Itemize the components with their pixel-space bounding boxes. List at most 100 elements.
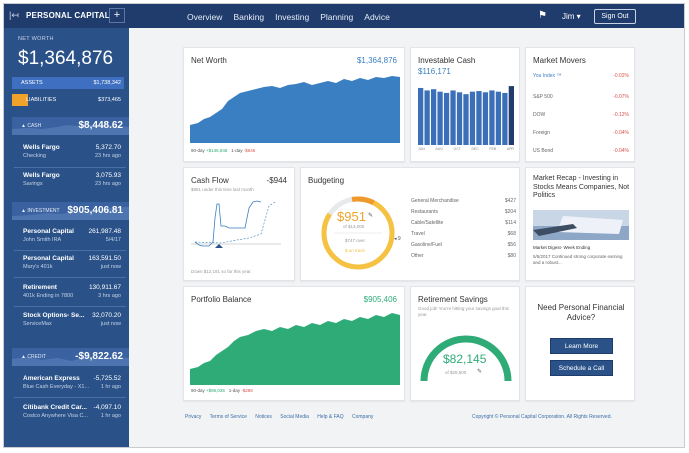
retirement-amount: $82,145	[443, 352, 487, 366]
budget-category-row[interactable]: Restaurants $204	[411, 209, 516, 215]
account-name: Citibank Credit Car...	[23, 404, 87, 411]
account-sub: Blue Cash Everyday - X1...	[23, 384, 90, 390]
cash-bar	[418, 87, 424, 145]
add-account-button[interactable]: +	[109, 8, 125, 23]
footer-link-social[interactable]: Social Media	[280, 414, 309, 420]
flag-icon[interactable]: ⚑	[538, 10, 547, 21]
budget-amount: $951	[337, 209, 366, 224]
credit-label: ▲ CREDIT	[21, 354, 46, 360]
footer-link-notices[interactable]: Notices	[255, 414, 272, 420]
account-sub: 401k Ending in 7800	[23, 293, 74, 299]
cash-bar	[495, 91, 502, 145]
account-sub: ServiceMax	[23, 321, 52, 327]
cash-bar	[430, 89, 437, 145]
copyright: Copyright © Personal Capital Corporation…	[472, 414, 612, 420]
budget-category-row[interactable]: General Merchandise $427	[411, 198, 516, 204]
market-recap-card[interactable]: Market Recap - Investing in Stocks Means…	[525, 167, 635, 281]
account-value: 163,591.50	[88, 255, 121, 262]
card-title: Portfolio Balance	[191, 295, 252, 304]
nav-planning[interactable]: Planning	[320, 12, 354, 22]
account-row[interactable]: Citibank Credit Car... Costco Anywhere V…	[23, 404, 125, 428]
investable-cash-card[interactable]: Investable Cash $116,171 JUN AUG OCT DEC FEB…	[410, 47, 520, 162]
brand-logo[interactable]: PERSONAL CAPITAL	[26, 11, 110, 20]
cash-bar	[424, 90, 430, 145]
account-value: -4,097.10	[93, 404, 121, 411]
account-time: 5/4/17	[105, 237, 121, 243]
collapse-sidebar-icon[interactable]: |↤	[9, 10, 19, 20]
footer-link-help[interactable]: Help & FAQ	[317, 414, 344, 420]
account-row[interactable]: Wells Fargo Checking 5,372.70 23 hrs ago	[23, 144, 125, 168]
card-title: Budgeting	[308, 176, 345, 185]
account-row[interactable]: Stock Options- Se... ServiceMax 32,070.2…	[23, 312, 125, 336]
divider	[14, 397, 126, 398]
investment-total: $905,406.81	[67, 205, 123, 216]
cash-bar	[502, 92, 508, 145]
cash-flow-card[interactable]: Cash Flow -$944 $881 under this time las…	[183, 167, 295, 281]
assets-bar[interactable]: ASSETS $1,738,342	[12, 77, 124, 89]
footer-link-terms[interactable]: Terms of Service	[209, 414, 247, 420]
budget-category-row[interactable]: Travel $68	[411, 231, 516, 237]
credit-sparkline	[12, 356, 129, 366]
advice-title: Need Personal Financial Advice?	[537, 303, 625, 322]
advice-card[interactable]: Need Personal Financial Advice? Learn Mo…	[525, 286, 635, 401]
account-time: 23 hrs ago	[95, 153, 121, 159]
budget-category-row[interactable]: Cable/Satellite $114	[411, 220, 516, 226]
sign-out-button[interactable]: Sign Out	[594, 9, 636, 24]
nav-overview[interactable]: Overview	[187, 12, 223, 22]
account-sub: Savings	[23, 181, 43, 187]
user-menu[interactable]: Jim ▾	[562, 12, 581, 21]
retirement-savings-card[interactable]: Retirement Savings Good job! You're hitt…	[410, 286, 520, 401]
account-time: 23 hrs ago	[95, 181, 121, 187]
footer-link-privacy[interactable]: Privacy	[185, 414, 202, 420]
liabilities-bar[interactable]: LIABILITIES $373,465	[12, 94, 124, 106]
portfolio-area-chart	[190, 313, 400, 385]
networth-change: 90-day +$145,948 1-day -$646	[191, 148, 256, 153]
account-row[interactable]: Retirement 401k Ending in 7800 130,911.6…	[23, 284, 125, 308]
networth-card[interactable]: Net Worth $1,364,876 90-day +$145,948 1-…	[183, 47, 405, 162]
main-content: Net Worth $1,364,876 90-day +$145,948 1-…	[129, 28, 684, 447]
investment-section-header[interactable]: ▲ INVESTMENT $905,406.81	[12, 202, 129, 220]
budgeting-card[interactable]: Budgeting $951 ✎ of $13,000 $747 over $ …	[300, 167, 520, 281]
account-sub: John Smith IRA	[23, 237, 62, 243]
account-name: Wells Fargo	[23, 144, 60, 151]
budget-over: $747 over	[345, 238, 366, 243]
learn-more-button[interactable]: Learn More	[550, 338, 613, 354]
budget-category-row[interactable]: Gasoline/Fuel $56	[411, 242, 516, 248]
retirement-sub: Good job! You're hitting your savings go…	[418, 306, 509, 317]
nav-advice[interactable]: Advice	[364, 12, 390, 22]
cash-bar	[469, 91, 476, 145]
card-title: Investable Cash	[418, 56, 476, 65]
mover-row[interactable]: Foreign -0.04%	[533, 130, 629, 136]
recap-title[interactable]: Market Recap - Investing in Stocks Means…	[533, 175, 630, 199]
cash-bar	[456, 92, 463, 145]
portfolio-change: 90-day +$96,035 1-day -$288	[191, 388, 253, 393]
recap-image[interactable]	[533, 210, 629, 240]
top-bar: |↤ PERSONAL CAPITAL + Overview Banking I…	[4, 4, 684, 28]
mover-row[interactable]: US Bond -0.04%	[533, 148, 629, 154]
account-sub: Costco Anywhere Visa C...	[23, 413, 89, 419]
mover-row[interactable]: You Index ™ -0.02%	[533, 73, 629, 79]
account-row[interactable]: Personal Capital Mary's 401k 163,591.50 …	[23, 255, 125, 279]
nav-banking[interactable]: Banking	[233, 12, 265, 22]
investment-label: ▲ INVESTMENT	[21, 208, 60, 214]
cash-sparkline	[12, 124, 129, 135]
account-row[interactable]: Personal Capital John Smith IRA 261,987.…	[23, 228, 125, 252]
schedule-call-button[interactable]: Schedule a Call	[550, 360, 613, 376]
cash-bar	[476, 91, 482, 145]
divider	[14, 167, 126, 168]
edit-budget-icon[interactable]: ✎	[368, 213, 374, 219]
budget-category-row[interactable]: Other $80	[411, 253, 516, 259]
nav-investing[interactable]: Investing	[275, 12, 310, 22]
mover-row[interactable]: S&P 500 -0.07%	[533, 94, 629, 100]
account-row[interactable]: Wells Fargo Savings 3,075.93 23 hrs ago	[23, 172, 125, 196]
edit-goal-icon[interactable]: ✎	[477, 369, 483, 375]
assets-value: $1,738,342	[93, 80, 121, 86]
footer-link-company[interactable]: Company	[352, 414, 374, 420]
mover-row[interactable]: DOW -0.12%	[533, 112, 629, 118]
networth-value[interactable]: $1,364,876	[18, 48, 114, 69]
market-movers-card[interactable]: Market Movers You Index ™ -0.02% S&P 500-…	[525, 47, 635, 162]
cash-section-header[interactable]: ▲ CASH $8,448.62	[12, 117, 129, 135]
credit-section-header[interactable]: ▲ CREDIT -$9,822.62	[12, 348, 129, 366]
account-row[interactable]: American Express Blue Cash Everyday - X1…	[23, 375, 125, 399]
portfolio-balance-card[interactable]: Portfolio Balance $905,406 90-day +$96,0…	[183, 286, 405, 401]
